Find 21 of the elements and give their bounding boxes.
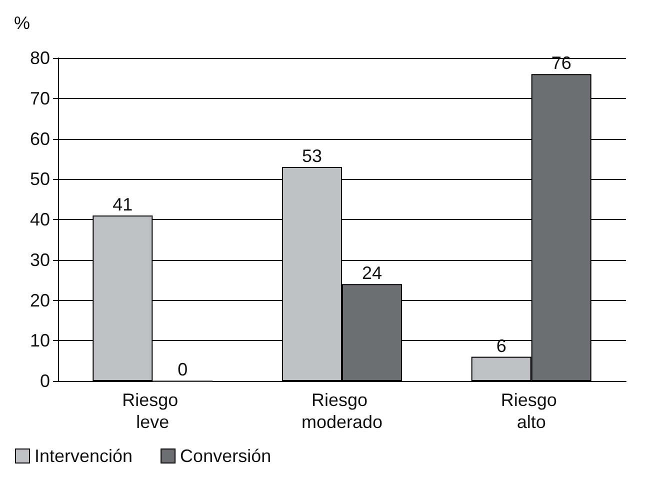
y-tick-label: 30	[30, 250, 50, 270]
y-tick-label: 70	[30, 88, 50, 108]
y-tick-label: 20	[30, 290, 50, 310]
y-tick-label: 10	[30, 330, 50, 351]
y-tick-label: 80	[30, 48, 50, 68]
legend-label: Intervención	[34, 446, 133, 466]
y-tick-label: 50	[30, 169, 50, 190]
x-tick-label: Riesgo moderado	[301, 390, 383, 432]
y-tick-label: 40	[30, 210, 50, 230]
data-label: 6	[496, 336, 506, 356]
legend-label: Conversión	[180, 446, 272, 466]
data-label: 76	[551, 53, 572, 74]
x-tick-label: Riesgo leve	[122, 390, 184, 432]
x-tick-label: Riesgo alto	[500, 390, 562, 432]
y-axis-title: %	[14, 13, 30, 33]
data-label: 53	[302, 146, 322, 166]
y-tick-label: 0	[40, 371, 50, 391]
data-label: 24	[362, 263, 382, 284]
data-label: 0	[178, 360, 188, 380]
y-tick-label: 60	[30, 128, 50, 149]
data-label: 41	[112, 194, 133, 214]
